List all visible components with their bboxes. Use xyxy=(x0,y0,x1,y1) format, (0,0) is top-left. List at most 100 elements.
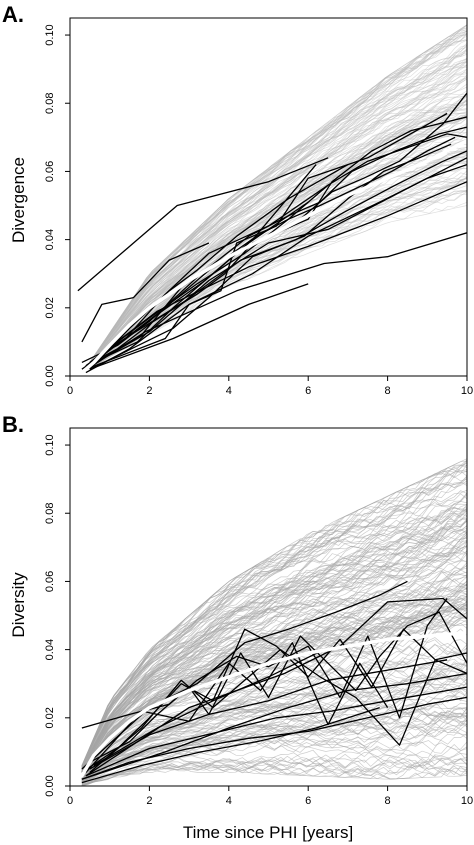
simulation-line xyxy=(89,24,467,363)
simulation-line xyxy=(89,48,467,364)
simulation-line xyxy=(89,49,467,364)
simulation-line xyxy=(89,73,467,365)
patient-series-10 xyxy=(81,696,467,780)
simulation-line xyxy=(89,78,467,365)
simulation-line xyxy=(81,535,467,771)
mean-curve xyxy=(80,138,467,375)
patient-series-17 xyxy=(89,181,467,363)
simulation-line xyxy=(81,493,467,769)
x-tick-label: 2 xyxy=(146,795,152,807)
simulation-line xyxy=(81,518,467,770)
simulation-line xyxy=(89,61,467,364)
simulation-line xyxy=(89,190,467,369)
simulation-line xyxy=(89,205,467,370)
simulation-line xyxy=(81,682,467,781)
simulation-line xyxy=(81,740,467,785)
patient-series-6 xyxy=(89,648,467,773)
x-tick-label: 0 xyxy=(67,385,73,397)
simulation-line xyxy=(89,39,467,364)
simulation-line xyxy=(89,43,467,364)
simulation-line xyxy=(81,707,467,782)
simulation-line xyxy=(89,30,467,363)
simulation-line xyxy=(89,71,467,365)
simulation-line xyxy=(89,176,467,369)
patient-series-14 xyxy=(97,150,467,357)
x-tick-label: 0 xyxy=(67,795,73,807)
simulation-line xyxy=(89,111,467,366)
simulation-line xyxy=(89,116,467,366)
simulation-line xyxy=(89,25,467,363)
simulation-line xyxy=(81,759,467,786)
simulation-line xyxy=(81,546,467,771)
simulation-line xyxy=(89,95,467,366)
simulation-line xyxy=(81,518,467,770)
x-axis: 0 2 4 6 8 10 xyxy=(67,786,473,807)
simulation-line xyxy=(89,59,467,365)
simulation-line xyxy=(81,540,467,772)
panel-label-a: A. xyxy=(2,2,24,27)
simulation-line xyxy=(89,94,467,366)
mean-curve xyxy=(80,630,467,778)
simulation-line xyxy=(81,748,467,786)
simulation-line xyxy=(89,176,467,369)
simulation-line xyxy=(89,90,467,365)
simulation-line xyxy=(89,103,467,366)
x-axis: 0 2 4 6 8 10 xyxy=(67,376,473,397)
simulation-line xyxy=(89,66,467,365)
x-tick-label: 4 xyxy=(226,795,232,807)
simulation-line xyxy=(89,27,467,363)
patient-series-8 xyxy=(81,672,467,780)
simulation-line xyxy=(81,694,467,783)
simulation-line xyxy=(81,476,467,767)
simulation-line xyxy=(89,32,467,363)
simulation-line xyxy=(89,30,467,363)
simulation-line xyxy=(89,98,467,366)
y-axis-label-diversity: Diversity xyxy=(9,572,28,638)
simulation-line xyxy=(89,27,467,363)
y-tick-label: 0.10 xyxy=(44,434,56,455)
simulation-line xyxy=(81,467,467,767)
simulation-line xyxy=(89,64,467,365)
y-tick-label: 0.00 xyxy=(44,775,56,796)
simulation-line xyxy=(89,170,467,368)
y-axis: 0.00 0.02 0.04 0.06 0.08 0.10 xyxy=(44,24,70,387)
simulation-line xyxy=(89,34,467,364)
simulation-line xyxy=(89,164,467,369)
x-axis-label-time: Time since PHI [years] xyxy=(183,823,353,842)
simulation-line xyxy=(89,95,467,365)
patient-series-5 xyxy=(89,164,349,370)
simulation-line xyxy=(81,585,467,774)
simulation-line xyxy=(81,493,467,769)
plot-frame xyxy=(69,427,468,787)
simulation-line xyxy=(89,35,467,363)
simulation-line xyxy=(89,77,467,365)
simulation-line xyxy=(89,38,467,363)
patient-series-18 xyxy=(81,232,467,374)
y-axis-label-divergence: Divergence xyxy=(9,157,28,243)
patient-series-19 xyxy=(89,283,309,370)
simulation-line xyxy=(89,68,467,365)
y-axis: 0.00 0.02 0.04 0.06 0.08 0.10 xyxy=(44,434,70,797)
x-tick-label: 10 xyxy=(461,795,473,807)
simulation-line xyxy=(89,100,467,366)
simulation-line xyxy=(89,64,467,365)
simulation-line xyxy=(89,68,467,365)
y-tick-label: 0.06 xyxy=(44,571,56,592)
y-tick-label: 0.04 xyxy=(44,229,56,250)
simulation-line xyxy=(89,183,467,369)
simulation-line xyxy=(89,78,467,365)
simulation-line xyxy=(89,104,467,366)
simulation-line xyxy=(89,75,467,365)
x-tick-label: 2 xyxy=(146,385,152,397)
x-tick-label: 6 xyxy=(305,385,311,397)
simulation-line xyxy=(89,65,467,365)
simulation-line xyxy=(89,190,467,369)
simulation-line xyxy=(81,757,467,786)
simulation-line xyxy=(81,681,467,781)
simulation-line xyxy=(89,95,467,366)
y-tick-label: 0.08 xyxy=(44,503,56,524)
y-tick-label: 0.02 xyxy=(44,707,56,728)
simulation-line xyxy=(89,24,467,363)
simulation-line xyxy=(89,112,467,367)
simulation-line xyxy=(89,114,467,367)
